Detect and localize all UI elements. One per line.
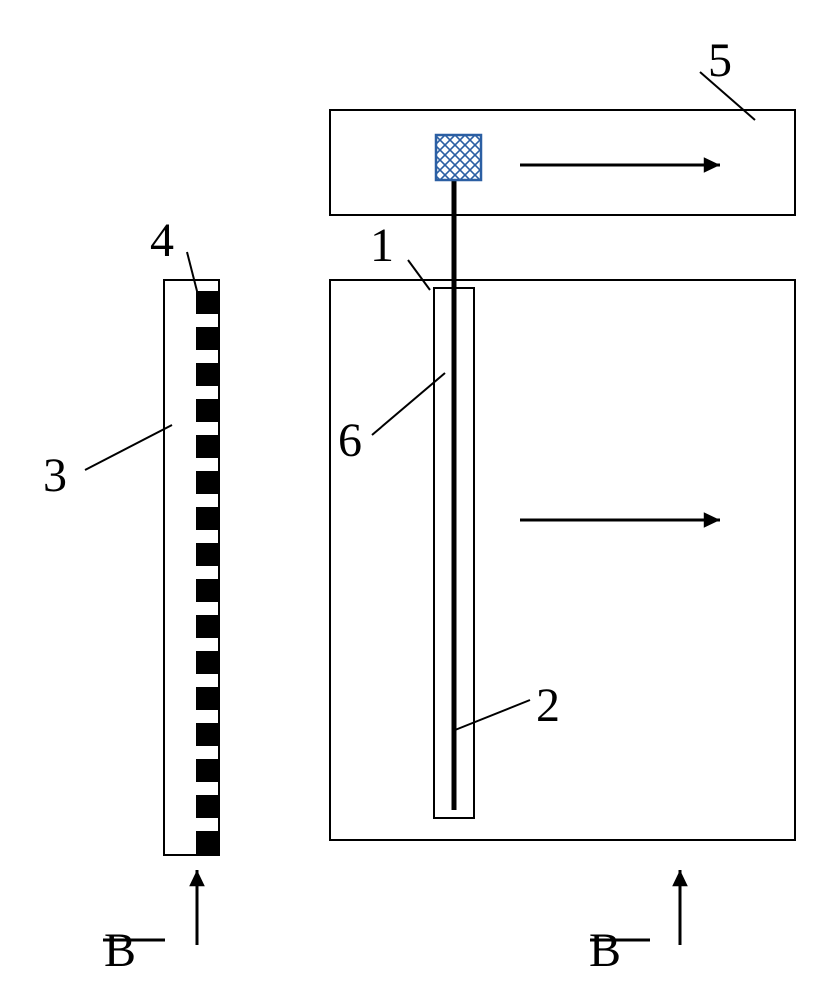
strip-square — [196, 363, 219, 386]
strip-square — [196, 615, 219, 638]
leader-l2 — [455, 700, 530, 730]
box-1 — [330, 280, 795, 840]
strip-square — [196, 795, 219, 818]
leader-l4 — [187, 252, 198, 295]
label-bL: B — [104, 924, 136, 977]
label-l6: 6 — [338, 414, 362, 467]
label-l2: 2 — [536, 679, 560, 732]
strip-square — [196, 723, 219, 746]
strip-square — [196, 579, 219, 602]
label-l5: 5 — [708, 34, 732, 87]
hatch-box — [436, 135, 481, 180]
strip-square — [196, 291, 219, 314]
label-l4: 4 — [150, 214, 174, 267]
label-bR: B — [589, 924, 621, 977]
strip-square — [196, 435, 219, 458]
label-l3: 3 — [43, 449, 67, 502]
leader-l1 — [408, 260, 430, 290]
strip-square — [196, 651, 219, 674]
strip-square — [196, 327, 219, 350]
strip-square — [196, 543, 219, 566]
strip-square — [196, 831, 219, 854]
leader-l3 — [85, 425, 172, 470]
strip-square — [196, 759, 219, 782]
label-l1: 1 — [370, 219, 394, 272]
strip-square — [196, 399, 219, 422]
strip-square — [196, 507, 219, 530]
strip-square — [196, 687, 219, 710]
box-5 — [330, 110, 795, 215]
strip-square — [196, 471, 219, 494]
